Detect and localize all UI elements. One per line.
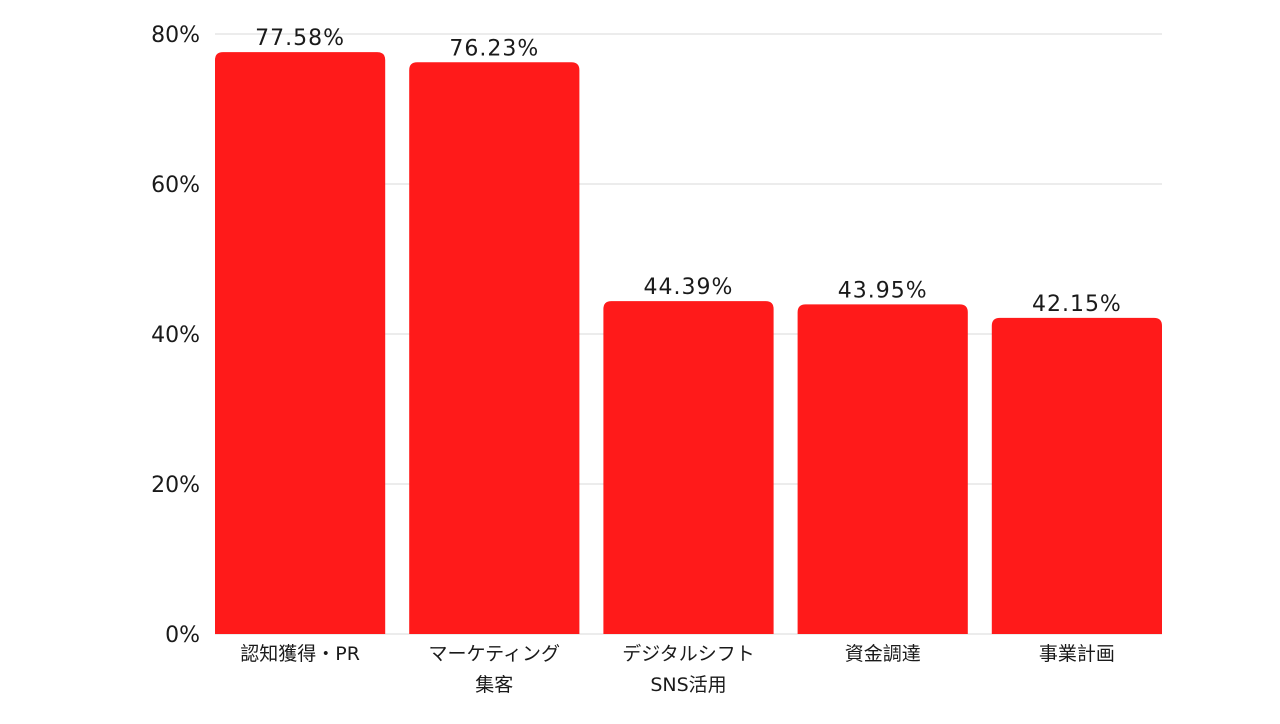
data-label: 44.39%: [644, 275, 734, 300]
bar: [215, 52, 386, 634]
data-label: 77.58%: [255, 26, 345, 51]
x-category-label: マーケティング: [429, 643, 560, 665]
x-category-label: 集客: [475, 674, 513, 696]
y-tick-label: 40%: [151, 323, 200, 348]
bar: [797, 304, 968, 634]
x-category-label: 認知獲得・PR: [240, 643, 360, 665]
data-label: 43.95%: [838, 278, 928, 303]
x-category-label: SNS活用: [650, 674, 726, 696]
bar-layer: [215, 52, 1162, 634]
x-category-label: 事業計画: [1039, 643, 1115, 665]
data-label-layer: 77.58% 76.23% 44.39% 43.95% 42.15%: [255, 26, 1122, 317]
data-label: 76.23%: [449, 36, 539, 61]
y-tick-label: 0%: [165, 623, 200, 648]
x-category-label: 資金調達: [845, 643, 921, 665]
y-axis-ticks: 0% 20% 40% 60% 80%: [151, 23, 200, 648]
x-category-label: デジタルシフト: [622, 643, 755, 665]
data-label: 42.15%: [1032, 292, 1122, 317]
y-tick-label: 20%: [151, 473, 200, 498]
bar: [409, 62, 580, 634]
y-tick-label: 80%: [151, 23, 200, 48]
bar: [991, 317, 1162, 634]
y-tick-label: 60%: [151, 173, 200, 198]
bar: [603, 301, 774, 634]
